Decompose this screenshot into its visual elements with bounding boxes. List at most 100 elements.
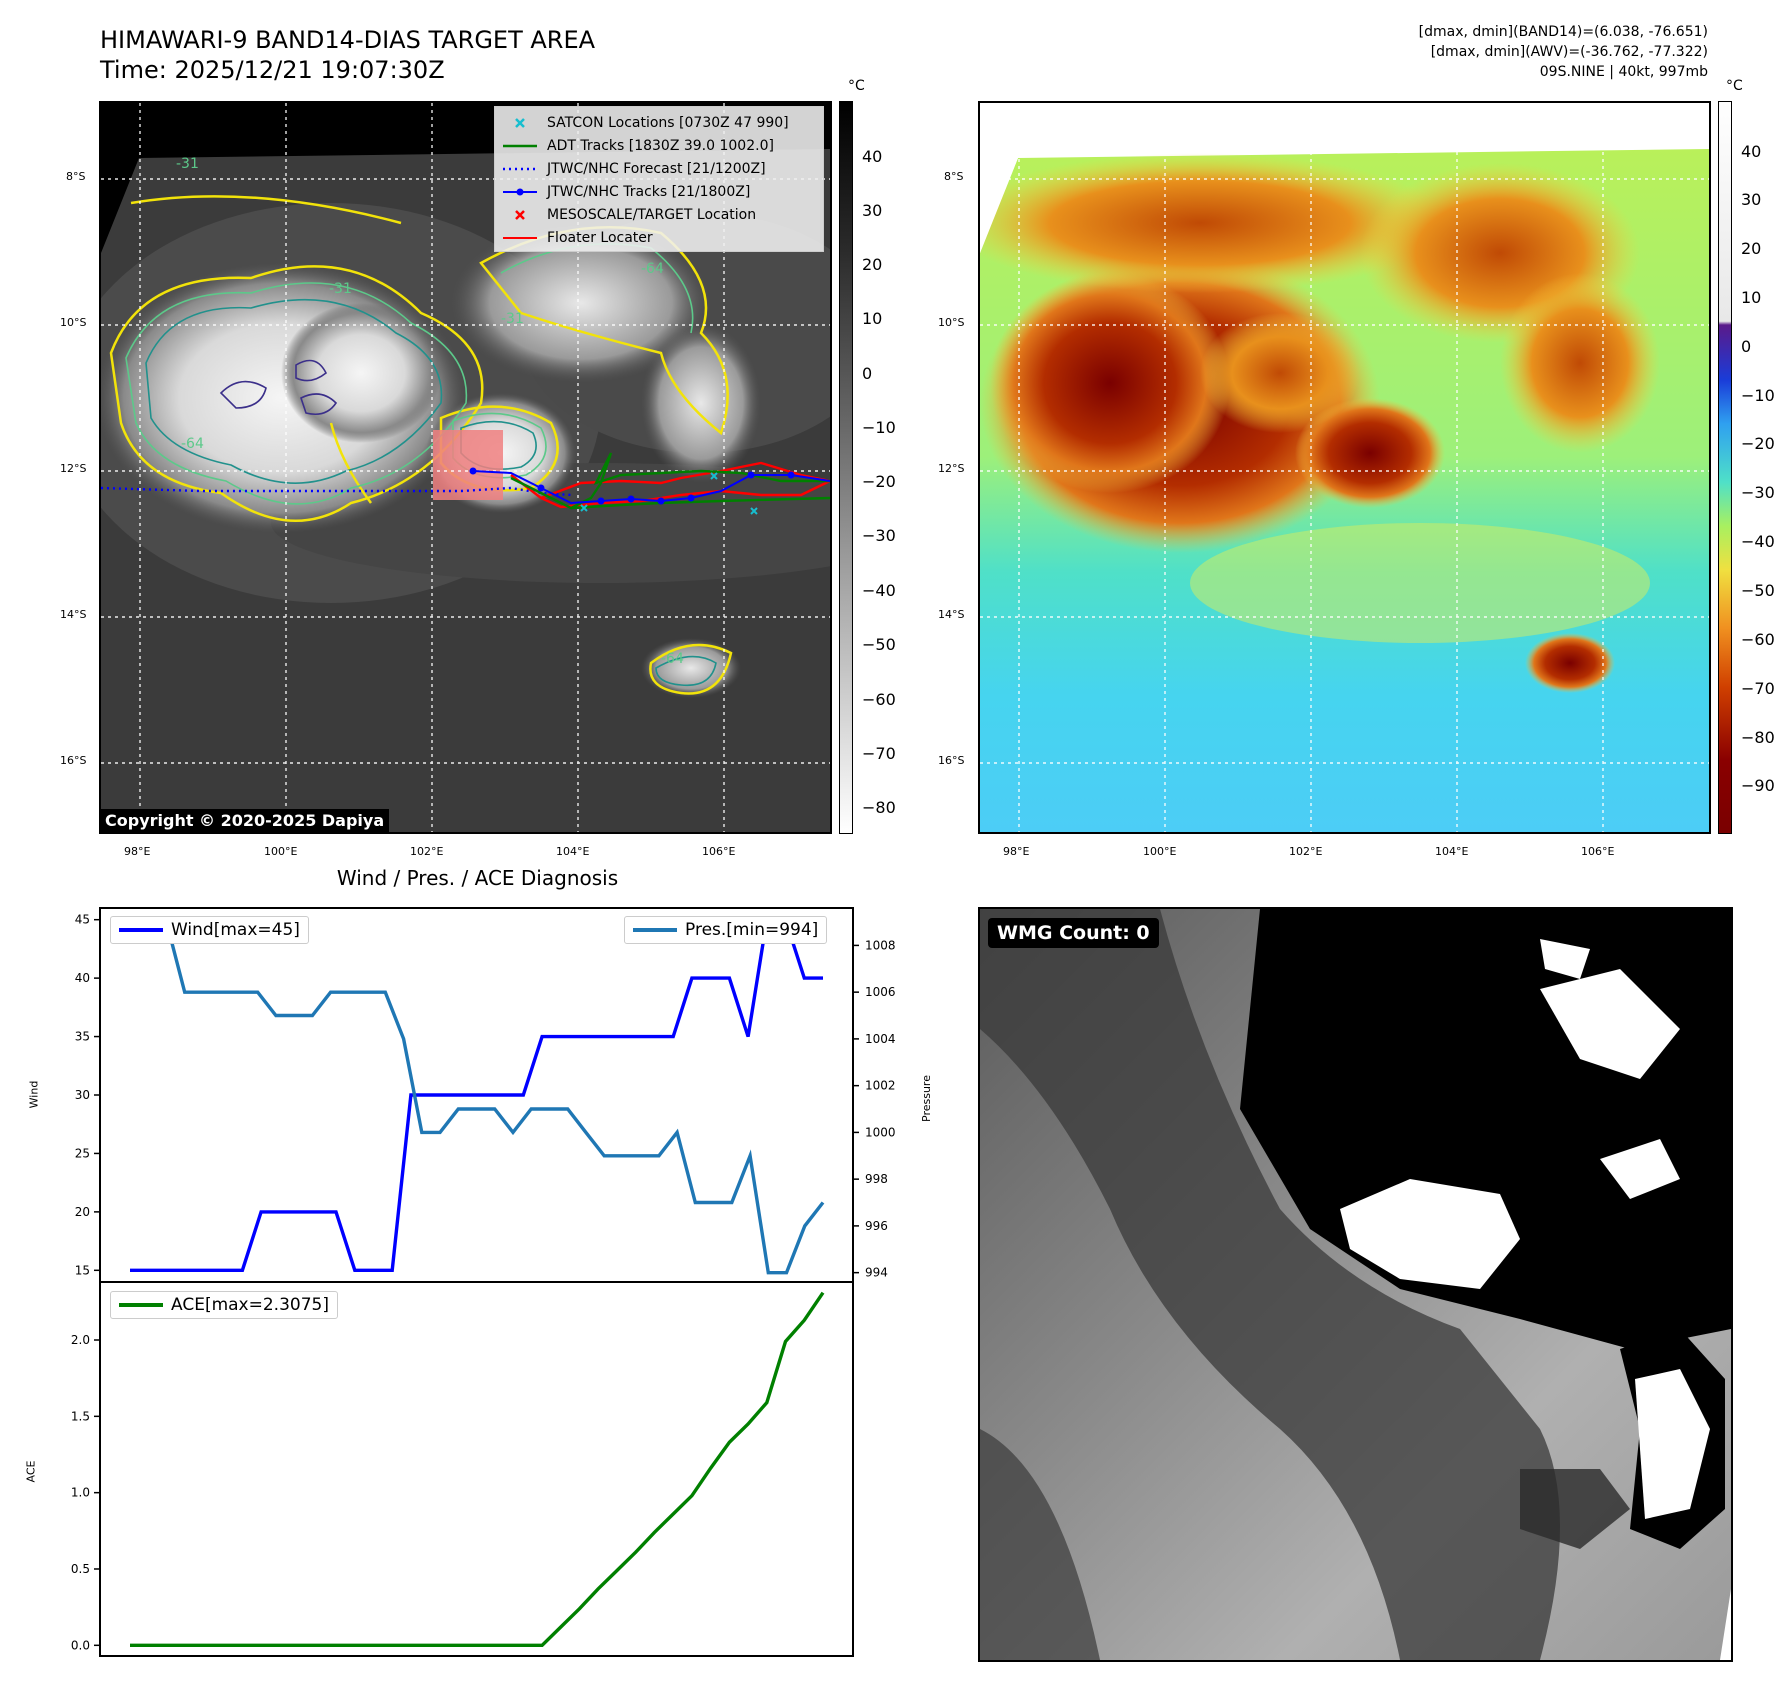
awv-range-text: [dmax, dmin](AWV)=(-36.762, -77.322) [1430, 44, 1708, 60]
wmg-panel [978, 907, 1733, 1662]
lat-tick: 16°S [938, 754, 965, 767]
legend-item-satcon: SATCON Locations [0730Z 47 990] [503, 111, 815, 134]
ace-tick-label: 1.5 [71, 1409, 90, 1423]
pressure-series-line [130, 920, 825, 1275]
pressure-legend: Pres.[min=994] [624, 916, 828, 944]
awv-colorbar [1718, 101, 1732, 834]
lon-tick: 106°E [702, 845, 736, 858]
wind-tick-label: 15 [75, 1263, 90, 1277]
ace-tick-label: 2.0 [71, 1333, 90, 1347]
wind-tick-label: 35 [75, 1030, 90, 1044]
green-line-icon [119, 1303, 163, 1307]
lon-tick: 102°E [1289, 845, 1323, 858]
ir-colorbar-tick: 40 [862, 147, 883, 166]
pressure-tick-label: 994 [865, 1266, 888, 1280]
lat-tick: 10°S [938, 316, 965, 329]
ace-legend: ACE[max=2.3075] [110, 1291, 338, 1319]
lon-tick: 100°E [1143, 845, 1177, 858]
lat-tick: 10°S [60, 316, 87, 329]
pressure-axis-label: Pressure [919, 1075, 933, 1122]
awv-colorbar-tick: −70 [1741, 679, 1775, 698]
ir-colorbar-tick: 10 [862, 309, 883, 328]
diagnosis-chart: 45 40 35 30 25 20 15 1008 1006 1004 1002 1000 998 99… [71, 907, 896, 1657]
dotted-line-icon [503, 162, 537, 176]
ir-colorbar-tick: −30 [862, 526, 896, 545]
pressure-tick-label: 1008 [865, 938, 896, 952]
pressure-tick-label: 996 [865, 1219, 888, 1233]
wind-tick-label: 20 [75, 1205, 90, 1219]
lat-tick: 14°S [938, 608, 965, 621]
ir-colorbar-tick: −10 [862, 418, 896, 437]
svg-text:-64: -64 [641, 261, 664, 277]
awv-colorbar-tick: −30 [1741, 483, 1775, 502]
line-marker-icon [503, 231, 537, 245]
awv-colorbar-tick: −80 [1741, 728, 1775, 747]
figure-time: Time: 2025/12/21 19:07:30Z [100, 56, 445, 84]
wind-legend: Wind[max=45] [110, 916, 309, 944]
diagnosis-title: Wind / Pres. / ACE Diagnosis [336, 866, 619, 890]
lat-tick: 16°S [60, 754, 87, 767]
ir-colorbar-tick: 30 [862, 201, 883, 220]
x-marker-icon [503, 116, 537, 130]
svg-text:-31: -31 [329, 281, 352, 297]
pressure-tick-label: 1002 [865, 1079, 896, 1093]
ir-colorbar-tick: −70 [862, 744, 896, 763]
ir-colorbar-tick: −20 [862, 472, 896, 491]
x-marker-icon [503, 208, 537, 222]
ir-colorbar-tick: −80 [862, 798, 896, 817]
ace-axis-label: ACE [24, 1460, 38, 1483]
legend-item-adt: ADT Tracks [1830Z 39.0 1002.0] [503, 134, 815, 157]
ace-tick-label: 1.0 [71, 1486, 90, 1500]
awv-colorbar-tick: −20 [1741, 434, 1775, 453]
awv-colorbar-tick: −40 [1741, 532, 1775, 551]
awv-colorbar-tick: 20 [1741, 239, 1762, 258]
blue-line-icon [119, 928, 163, 932]
awv-colorbar-tick: 30 [1741, 190, 1762, 209]
svg-text:-64: -64 [181, 436, 204, 452]
awv-colorbar-tick: 0 [1741, 337, 1752, 356]
wind-tick-label: 40 [75, 971, 90, 985]
awv-colorbar-tick: −10 [1741, 386, 1775, 405]
wind-tick-label: 30 [75, 1088, 90, 1102]
wind-tick-label: 25 [75, 1146, 90, 1160]
figure-title: HIMAWARI-9 BAND14-DIAS TARGET AREA [100, 26, 596, 54]
ace-tick-label: 0.0 [71, 1638, 90, 1652]
ace-series-line [130, 1291, 825, 1647]
legend-item-tracks: JTWC/NHC Tracks [21/1800Z] [503, 180, 815, 203]
wind-series-line [130, 918, 823, 1272]
awv-colorbar-tick: −50 [1741, 581, 1775, 600]
lon-tick: 98°E [124, 845, 151, 858]
awv-colorbar-tick: −60 [1741, 630, 1775, 649]
legend-item-forecast: JTWC/NHC Forecast [21/1200Z] [503, 157, 815, 180]
pressure-tick-label: 1004 [865, 1032, 896, 1046]
lon-tick: 100°E [264, 845, 298, 858]
ace-tick-label: 0.5 [71, 1562, 90, 1576]
ir-colorbar [839, 101, 853, 834]
lon-tick: 106°E [1581, 845, 1615, 858]
line-marker-icon [503, 139, 537, 153]
lat-tick: 12°S [938, 462, 965, 475]
pressure-tick-label: 1006 [865, 985, 896, 999]
copyright-label: Copyright © 2020-2025 Dapiya [100, 809, 390, 832]
legend-item-floater: Floater Locater [503, 226, 815, 249]
lat-tick: 12°S [60, 462, 87, 475]
pressure-tick-label: 998 [865, 1172, 888, 1186]
band14-range-text: [dmax, dmin](BAND14)=(6.038, -76.651) [1418, 24, 1708, 40]
wind-tick-label: 45 [75, 913, 90, 927]
lon-tick: 102°E [410, 845, 444, 858]
awv-colorbar-tick: 10 [1741, 288, 1762, 307]
ir-map-image: -31 -31 -31 -64 -64 -64 [101, 103, 830, 832]
lon-tick: 104°E [1435, 845, 1469, 858]
lon-tick: 104°E [556, 845, 590, 858]
svg-text:-31: -31 [501, 311, 524, 327]
lon-tick: 98°E [1003, 845, 1030, 858]
awv-map-image [980, 103, 1709, 832]
ace-plot-frame [99, 1281, 854, 1657]
storm-info-text: 09S.NINE | 40kt, 997mb [1539, 64, 1708, 80]
awv-colorbar-tick: −90 [1741, 776, 1775, 795]
ir-colorbar-tick: −60 [862, 690, 896, 709]
wmg-image [980, 909, 1731, 1660]
svg-text:-64: -64 [661, 651, 684, 667]
ir-colorbar-tick: 0 [862, 364, 873, 383]
svg-text:-31: -31 [176, 156, 199, 172]
